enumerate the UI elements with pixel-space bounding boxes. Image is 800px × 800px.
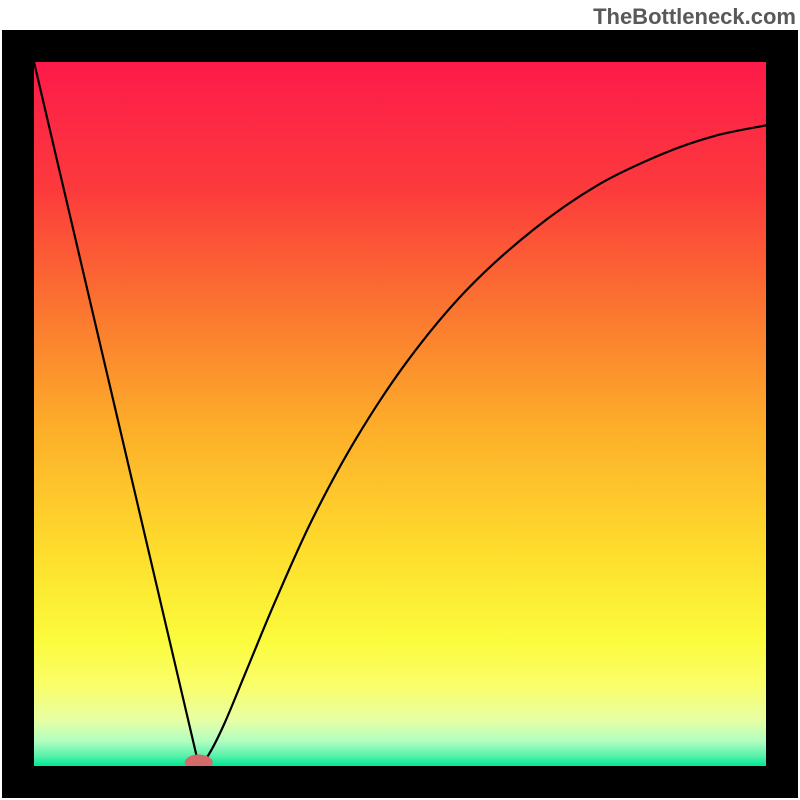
gradient-background	[34, 62, 766, 766]
chart-plot	[34, 62, 766, 766]
stage: TheBottleneck.com	[0, 0, 800, 800]
watermark-text: TheBottleneck.com	[593, 4, 796, 30]
